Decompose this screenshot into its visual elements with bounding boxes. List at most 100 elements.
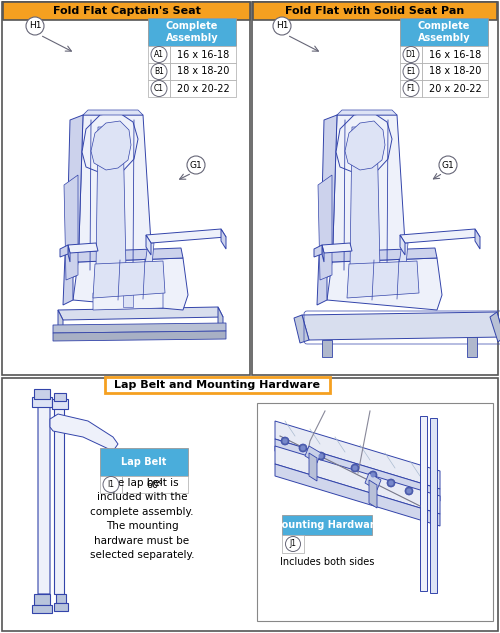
Circle shape bbox=[317, 452, 325, 460]
Text: Lap Belt and Mounting Hardware: Lap Belt and Mounting Hardware bbox=[114, 380, 320, 390]
Polygon shape bbox=[32, 605, 52, 613]
Circle shape bbox=[318, 453, 324, 458]
Polygon shape bbox=[275, 439, 440, 501]
Circle shape bbox=[281, 437, 289, 445]
Text: Fold Flat Captain's Seat: Fold Flat Captain's Seat bbox=[52, 6, 201, 16]
Text: The lap belt is
included with the
complete assembly.
The mounting
hardware must : The lap belt is included with the comple… bbox=[90, 478, 194, 560]
Polygon shape bbox=[396, 243, 408, 287]
Text: Complete
Assembly: Complete Assembly bbox=[166, 21, 218, 43]
Bar bbox=[2, 2, 250, 375]
Polygon shape bbox=[58, 310, 63, 337]
Circle shape bbox=[405, 487, 413, 495]
Polygon shape bbox=[336, 112, 392, 175]
Polygon shape bbox=[102, 165, 114, 179]
Polygon shape bbox=[350, 127, 380, 270]
Text: F1: F1 bbox=[406, 84, 416, 93]
Bar bbox=[282, 535, 304, 553]
Circle shape bbox=[403, 80, 419, 96]
Polygon shape bbox=[60, 245, 68, 257]
Circle shape bbox=[370, 472, 376, 477]
Text: G1: G1 bbox=[190, 161, 202, 170]
Circle shape bbox=[187, 156, 205, 174]
Polygon shape bbox=[50, 414, 118, 451]
Polygon shape bbox=[356, 165, 368, 179]
Polygon shape bbox=[78, 115, 153, 275]
Polygon shape bbox=[73, 248, 183, 262]
Polygon shape bbox=[314, 245, 322, 257]
Circle shape bbox=[26, 17, 44, 35]
Polygon shape bbox=[68, 245, 70, 262]
Polygon shape bbox=[467, 337, 477, 357]
Bar bbox=[400, 18, 488, 46]
Polygon shape bbox=[38, 401, 50, 594]
Polygon shape bbox=[420, 416, 427, 591]
Bar bbox=[100, 476, 122, 493]
Bar bbox=[170, 80, 236, 97]
Circle shape bbox=[151, 46, 167, 63]
Bar bbox=[148, 46, 170, 63]
Bar bbox=[257, 403, 493, 621]
Circle shape bbox=[406, 489, 412, 494]
Circle shape bbox=[299, 444, 307, 452]
Polygon shape bbox=[58, 307, 223, 320]
Polygon shape bbox=[275, 464, 440, 526]
Polygon shape bbox=[56, 594, 66, 603]
Text: D1: D1 bbox=[406, 50, 416, 59]
Polygon shape bbox=[93, 291, 163, 310]
Polygon shape bbox=[64, 175, 78, 280]
Polygon shape bbox=[63, 252, 78, 305]
Bar bbox=[122, 476, 188, 493]
Polygon shape bbox=[320, 115, 337, 280]
Polygon shape bbox=[146, 235, 151, 255]
Polygon shape bbox=[365, 473, 381, 490]
Text: H1: H1 bbox=[276, 22, 288, 30]
Polygon shape bbox=[91, 121, 131, 170]
Circle shape bbox=[351, 464, 359, 472]
Text: E1: E1 bbox=[406, 67, 416, 76]
Text: 60°: 60° bbox=[146, 480, 164, 489]
Polygon shape bbox=[309, 453, 317, 481]
Polygon shape bbox=[475, 229, 480, 249]
Text: 18 x 18-20: 18 x 18-20 bbox=[429, 66, 481, 77]
Text: Fold Flat with Solid Seat Pan: Fold Flat with Solid Seat Pan bbox=[286, 6, 465, 16]
Polygon shape bbox=[305, 446, 321, 463]
Polygon shape bbox=[322, 245, 324, 262]
Circle shape bbox=[282, 439, 288, 444]
Bar bbox=[148, 63, 170, 80]
Polygon shape bbox=[93, 261, 165, 298]
Polygon shape bbox=[34, 594, 50, 605]
Circle shape bbox=[352, 465, 358, 470]
Polygon shape bbox=[345, 121, 385, 170]
Polygon shape bbox=[123, 291, 133, 307]
Text: 16 x 16-18: 16 x 16-18 bbox=[177, 49, 229, 60]
Text: 20 x 20-22: 20 x 20-22 bbox=[428, 84, 482, 94]
Polygon shape bbox=[347, 261, 419, 298]
Polygon shape bbox=[490, 312, 500, 342]
Polygon shape bbox=[54, 603, 68, 611]
Bar bbox=[2, 378, 498, 631]
Circle shape bbox=[403, 63, 419, 80]
Bar bbox=[170, 63, 236, 80]
Polygon shape bbox=[146, 229, 226, 243]
Circle shape bbox=[273, 17, 291, 35]
Circle shape bbox=[151, 80, 167, 96]
Circle shape bbox=[403, 46, 419, 63]
Polygon shape bbox=[142, 243, 154, 287]
Polygon shape bbox=[96, 127, 126, 270]
Text: 16 x 16-18: 16 x 16-18 bbox=[429, 49, 481, 60]
Text: G1: G1 bbox=[442, 161, 454, 170]
Polygon shape bbox=[52, 399, 68, 409]
Polygon shape bbox=[400, 229, 480, 243]
Circle shape bbox=[387, 479, 395, 487]
Text: 18 x 18-20: 18 x 18-20 bbox=[177, 66, 229, 77]
Polygon shape bbox=[327, 248, 437, 262]
Polygon shape bbox=[68, 243, 98, 253]
Bar bbox=[3, 2, 250, 20]
Bar bbox=[170, 46, 236, 63]
Text: C1: C1 bbox=[154, 84, 164, 93]
Circle shape bbox=[388, 480, 394, 486]
Text: J1: J1 bbox=[290, 539, 296, 549]
Text: Complete
Assembly: Complete Assembly bbox=[418, 21, 470, 43]
Polygon shape bbox=[218, 307, 223, 333]
Circle shape bbox=[103, 477, 119, 492]
